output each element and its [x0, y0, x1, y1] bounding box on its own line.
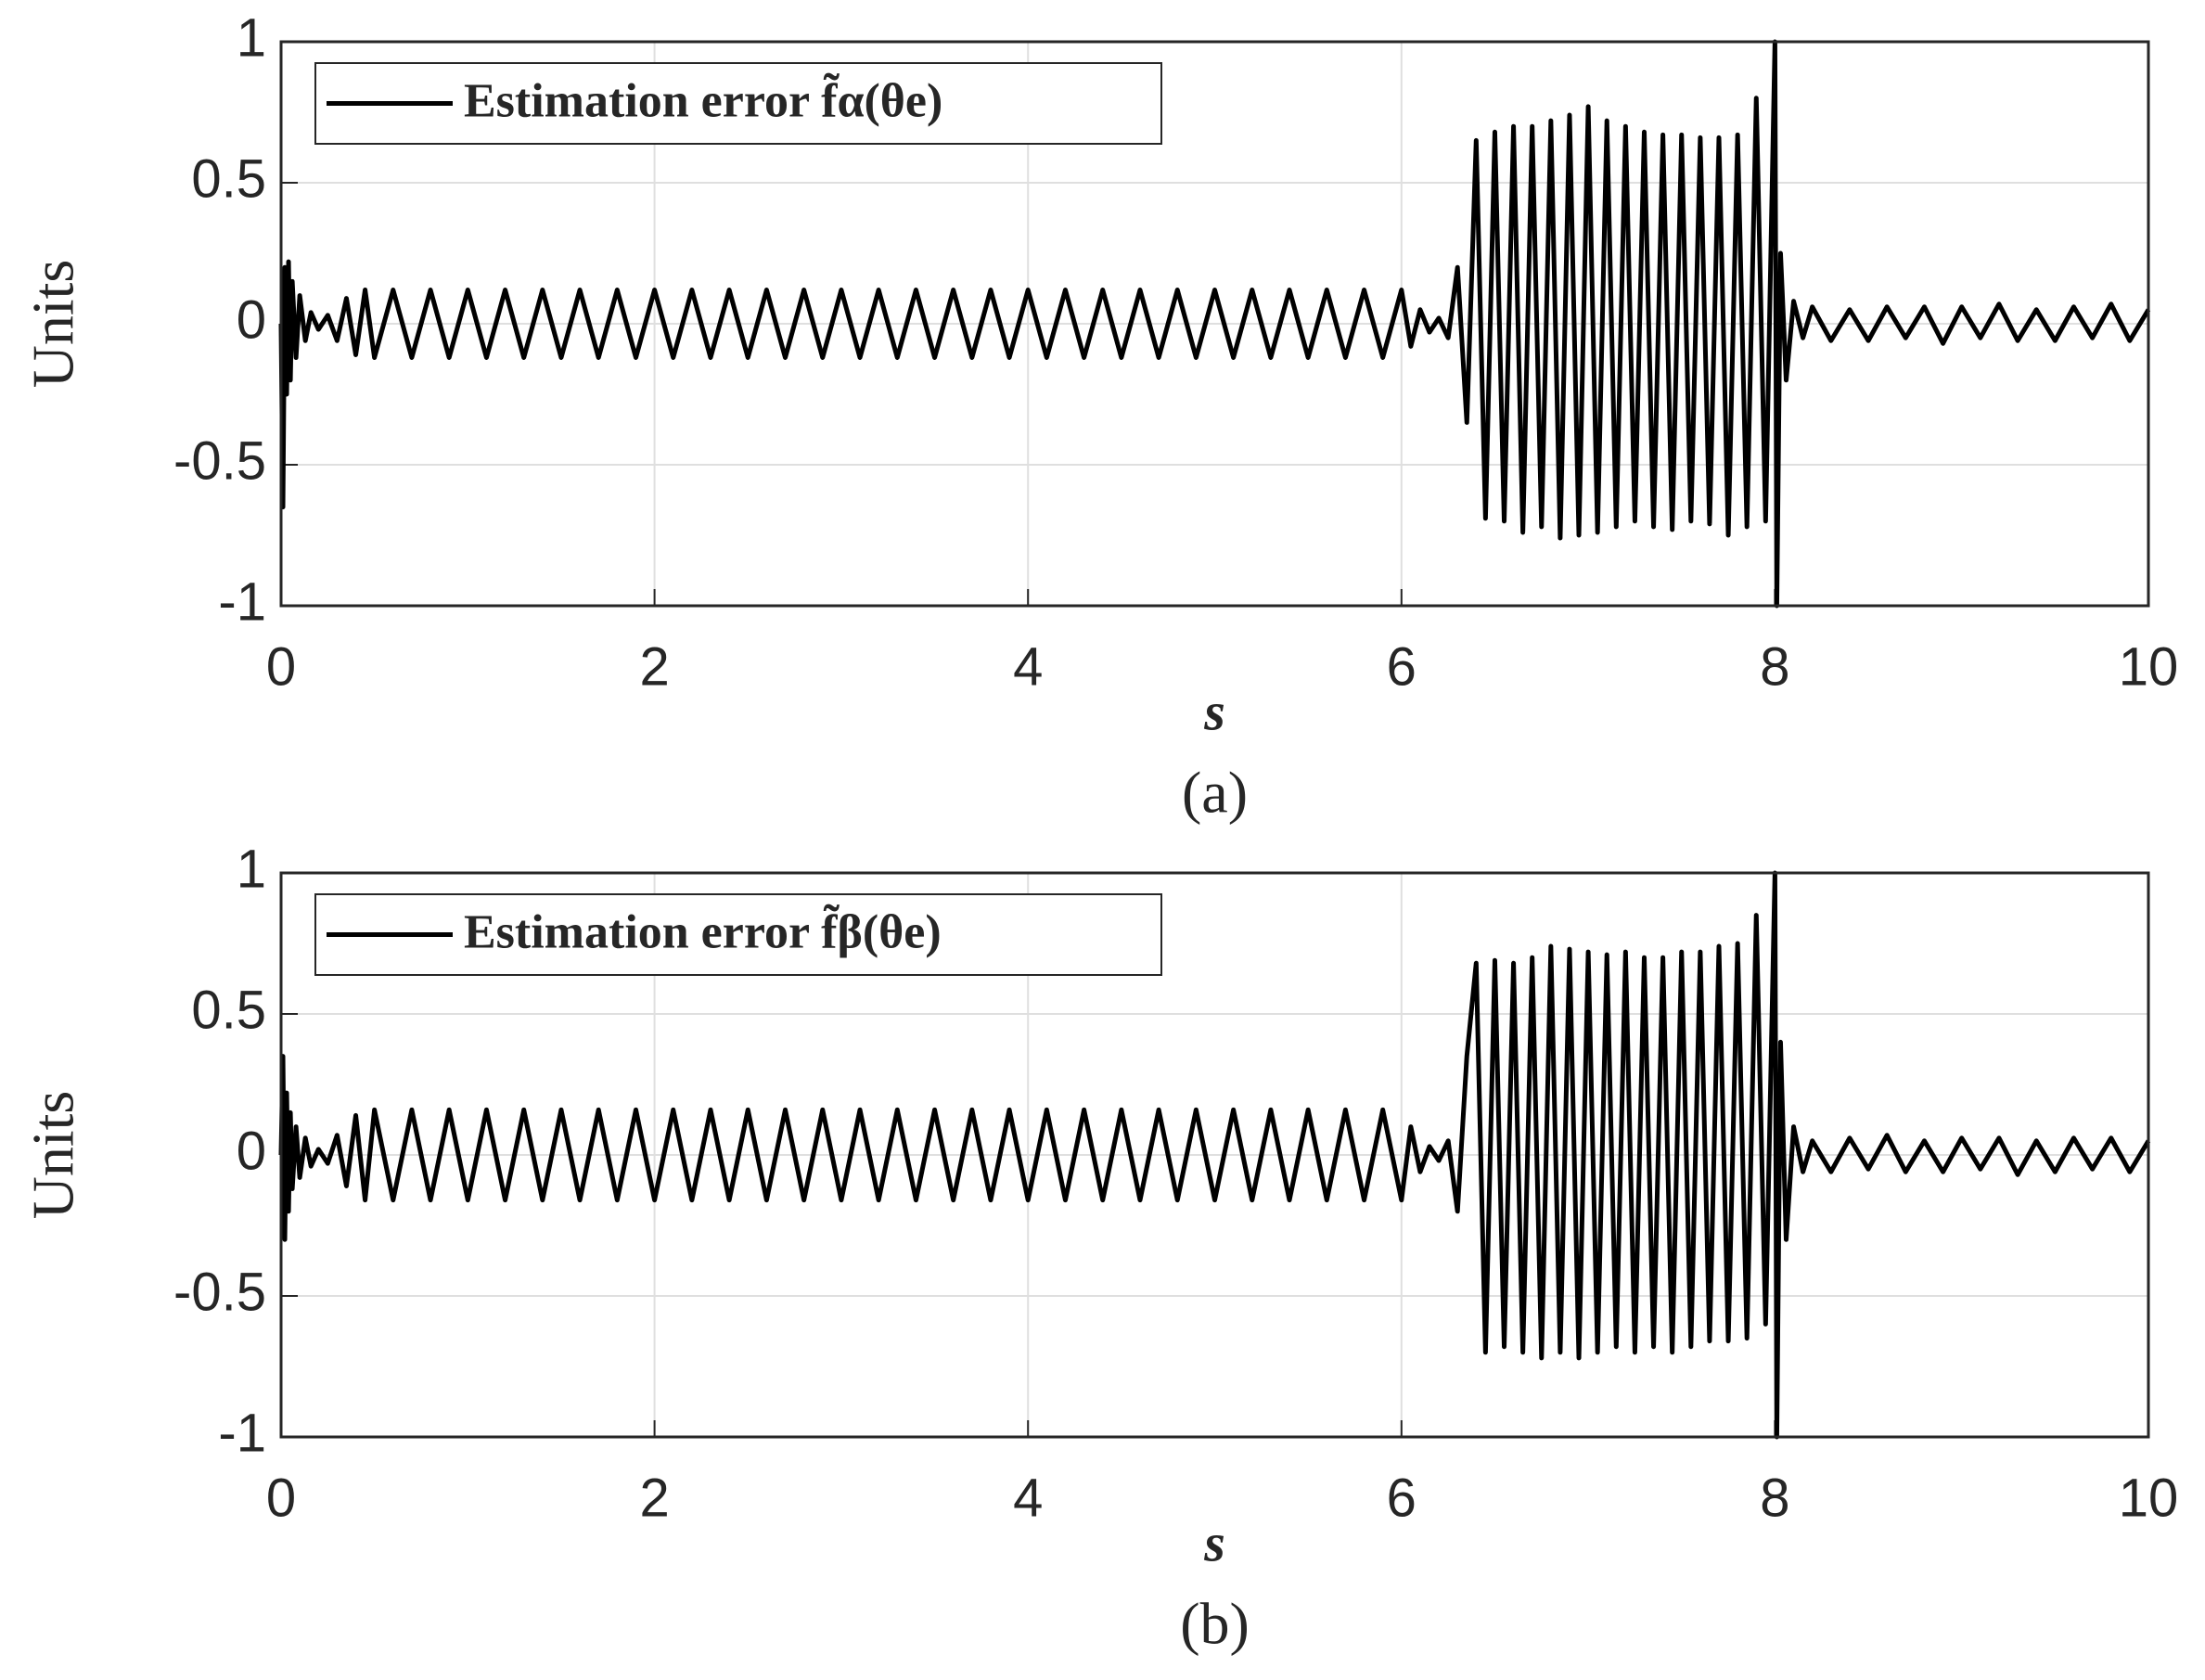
data-line [278, 39, 2151, 609]
axes-frame [279, 871, 2150, 1439]
data-line [278, 870, 2151, 1440]
y-tick-label: 0.5 [191, 148, 266, 209]
legend-label: Estimation error f̃β(θe) [464, 904, 942, 959]
x-tick-label: 8 [1760, 1468, 1789, 1528]
y-tick-label: -0.5 [173, 1262, 266, 1322]
x-tick-label: 8 [1760, 636, 1789, 697]
x-tick-label: 0 [266, 636, 296, 697]
x-tick-label: 4 [1013, 636, 1043, 697]
y-tick-label: -1 [218, 1403, 266, 1463]
x-tick-label: 4 [1013, 1468, 1043, 1528]
x-tick-label: 10 [2119, 636, 2179, 697]
y-axis-label: Units [20, 1091, 86, 1220]
y-tick-label: -1 [218, 571, 266, 632]
x-tick-label: 10 [2119, 1468, 2179, 1528]
y-tick-label: 1 [237, 839, 266, 899]
y-tick-label: 0.5 [191, 980, 266, 1040]
legend-box [314, 893, 1162, 976]
legend-label: Estimation error f̃α(θe) [464, 72, 942, 128]
caption: (b) [1180, 1591, 1250, 1657]
legend-box [314, 62, 1162, 145]
x-axis-label: s [1203, 1512, 1225, 1572]
x-tick-label: 2 [639, 1468, 669, 1528]
x-tick-label: 6 [1387, 636, 1417, 697]
caption: (a) [1182, 760, 1248, 826]
x-tick-label: 6 [1387, 1468, 1417, 1528]
x-tick-label: 2 [639, 636, 669, 697]
y-axis-label: Units [20, 260, 86, 389]
x-tick-label: 0 [266, 1468, 296, 1528]
x-axis-label: s [1203, 681, 1225, 741]
y-tick-label: -0.5 [173, 430, 266, 491]
axes-frame [279, 40, 2150, 608]
y-tick-label: 1 [237, 7, 266, 68]
y-tick-label: 0 [237, 1121, 266, 1181]
y-tick-label: 0 [237, 289, 266, 350]
